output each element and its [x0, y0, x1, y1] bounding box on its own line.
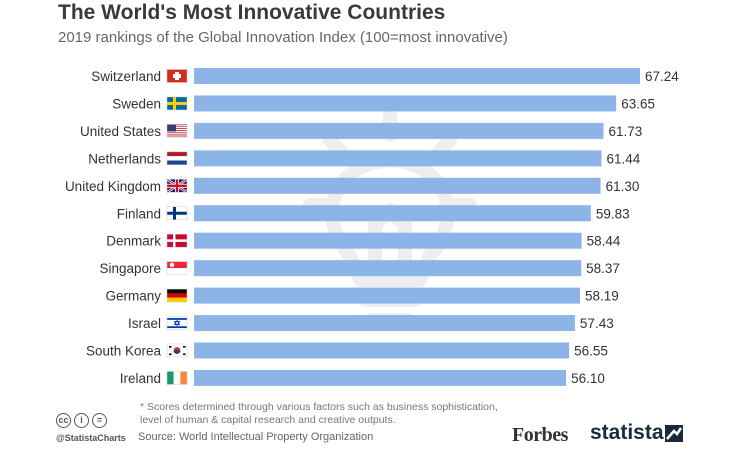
statista-handle: @StatistaCharts [56, 433, 126, 443]
value-label: 58.19 [585, 289, 619, 304]
bar [194, 315, 575, 332]
bar-row-ireland: Ireland 56.10 [120, 369, 605, 386]
category-label: United Kingdom [65, 179, 161, 194]
no-derivatives-icon: = [92, 413, 107, 428]
bar-row-denmark: Denmark 58.44 [106, 232, 621, 249]
value-label: 56.10 [571, 371, 605, 386]
forbes-logo: Forbes [512, 424, 568, 446]
bar [194, 369, 567, 386]
attribution-icon: i [74, 413, 89, 428]
category-label: Denmark [106, 234, 161, 249]
license-icons: cc i = [56, 413, 107, 428]
value-label: 63.65 [621, 96, 655, 111]
bar-row-united-kingdom: United Kingdom 61.30 [65, 177, 640, 194]
bar [194, 260, 582, 277]
chart-title: The World's Most Innovative Countries [58, 1, 446, 24]
chart-subtitle: 2019 rankings of the Global Innovation I… [58, 29, 508, 46]
bar-row-sweden: Sweden 63.65 [112, 95, 655, 112]
south-korea-flag [166, 343, 188, 358]
ireland-flag [166, 371, 188, 385]
bar [194, 122, 604, 139]
category-label: Singapore [99, 261, 161, 276]
category-label: Israel [128, 316, 161, 331]
bar-row-israel: Israel 57.43 [128, 315, 614, 332]
netherlands-flag [166, 151, 188, 166]
category-label: Ireland [120, 371, 161, 386]
value-label: 67.24 [645, 69, 679, 84]
bar-row-united-states: United States 61.73 [80, 122, 642, 139]
bar-row-south-korea: South Korea 56.55 [86, 342, 608, 359]
germany-flag [166, 288, 188, 303]
bar [194, 287, 580, 304]
finland-flag [166, 206, 188, 220]
statista-logo: statista [590, 421, 664, 444]
bar [194, 68, 640, 84]
category-label: Finland [117, 206, 161, 221]
usa-flag [166, 124, 188, 138]
statista-logo-mark [665, 425, 683, 442]
footnote: * Scores determined through various fact… [140, 401, 498, 426]
source-note: Source: World Intellectual Property Orga… [138, 431, 374, 443]
value-label: 58.37 [586, 261, 620, 276]
bar [194, 95, 617, 112]
bar-row-netherlands: Netherlands 61.44 [88, 150, 641, 167]
value-label: 59.83 [596, 206, 630, 221]
bar [194, 232, 582, 249]
bar-row-switzerland: Switzerland 67.24 [91, 68, 679, 84]
value-label: 61.73 [608, 124, 642, 139]
category-label: Switzerland [91, 69, 161, 84]
value-label: 61.44 [607, 151, 641, 166]
uk-flag [166, 178, 188, 194]
category-label: Germany [105, 289, 161, 304]
sweden-flag [166, 96, 188, 111]
value-label: 58.44 [587, 234, 621, 249]
bar [194, 205, 591, 222]
bar-row-singapore: Singapore 58.37 [99, 260, 620, 277]
category-label: Netherlands [88, 151, 161, 166]
category-label: South Korea [86, 344, 162, 359]
bar-row-finland: Finland 59.83 [117, 205, 630, 222]
category-label: Sweden [112, 96, 161, 111]
bar [194, 177, 601, 194]
value-label: 61.30 [606, 179, 640, 194]
bar [194, 150, 602, 167]
value-label: 57.43 [580, 316, 614, 331]
bar [194, 342, 570, 359]
singapore-flag [166, 261, 188, 275]
value-label: 56.55 [574, 344, 608, 359]
israel-flag [166, 316, 188, 330]
denmark-flag [166, 233, 188, 248]
bar-row-germany: Germany 58.19 [105, 287, 619, 304]
creative-commons-icon: cc [56, 413, 71, 428]
category-label: United States [80, 124, 161, 139]
switzerland-flag [166, 69, 188, 83]
